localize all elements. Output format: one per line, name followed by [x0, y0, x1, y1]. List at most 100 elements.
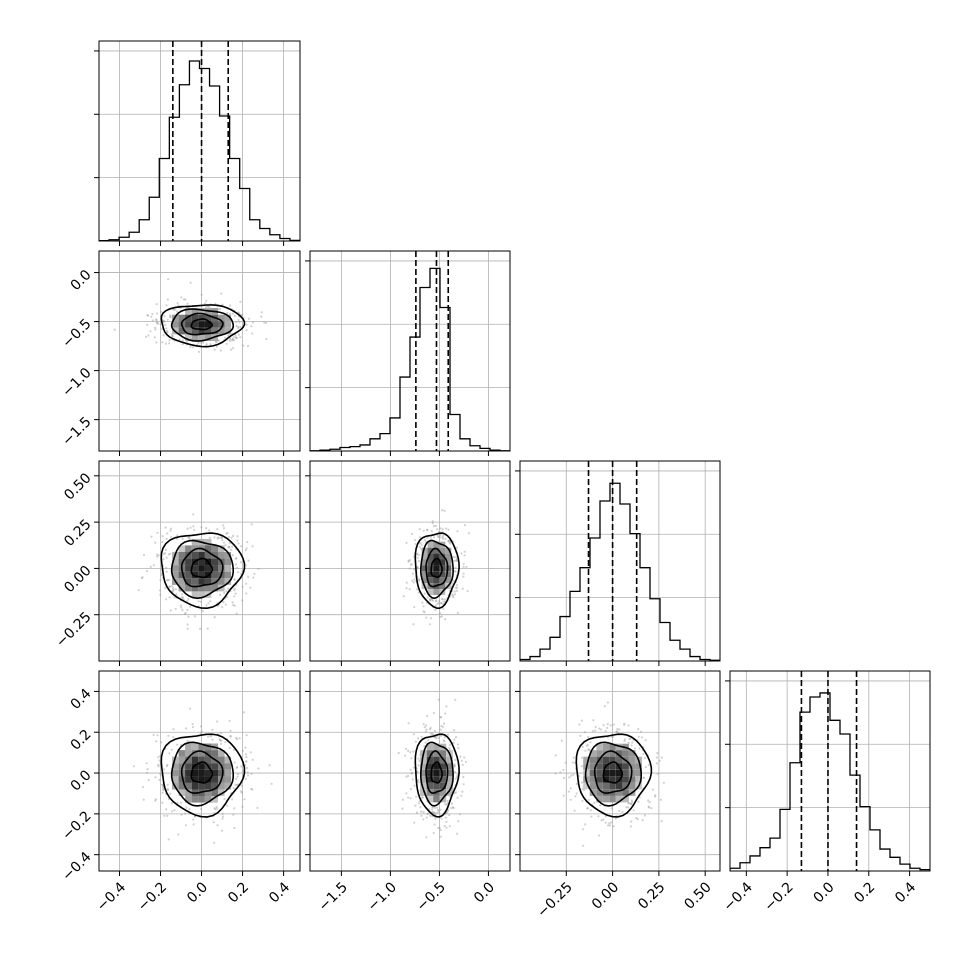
scatter-point [167, 278, 170, 281]
density-cell [433, 577, 440, 584]
scatter-point [439, 728, 442, 731]
scatter-point [235, 738, 239, 741]
scatter-point [161, 783, 164, 786]
x-tick-label: −0.4 [94, 879, 129, 914]
contour-2 [419, 741, 454, 807]
scatter-point [221, 539, 224, 542]
density-cell [615, 750, 623, 757]
scatter-point [410, 563, 413, 566]
scatter-point [157, 756, 160, 759]
density-cell [622, 776, 629, 783]
contour-1 [425, 547, 449, 588]
scatter-point [205, 299, 208, 302]
scatter-point [569, 798, 572, 801]
scatter-point [161, 341, 164, 344]
scatter-point [455, 559, 458, 562]
scatter-point [228, 546, 231, 549]
scatter-point [161, 791, 164, 794]
density-cell [178, 782, 186, 790]
density-cell [446, 776, 453, 783]
scatter-point [461, 790, 464, 793]
density-cell [433, 571, 440, 578]
scatter-point [150, 315, 153, 318]
x-tick-label: −0.2 [135, 879, 170, 914]
scatter-point [230, 536, 233, 539]
density-cell [191, 763, 199, 770]
scatter-point [441, 528, 444, 531]
scatter-point [234, 557, 237, 560]
scatter-point [436, 811, 439, 814]
density-cell [198, 308, 205, 315]
contour-3 [160, 733, 246, 818]
scatter-point [449, 542, 452, 545]
contour-0 [430, 557, 443, 579]
scatter-point [229, 339, 232, 343]
scatter-point [185, 727, 188, 730]
scatter-point [447, 539, 450, 543]
x-tick-label: 0.00 [589, 879, 622, 912]
density-cell [420, 776, 427, 783]
scatter-point [166, 298, 169, 301]
scatter-point [433, 811, 436, 814]
density-cell [439, 782, 447, 790]
scatter-point [431, 808, 434, 811]
scatter-point [191, 726, 195, 729]
histogram-panel-3 [730, 671, 930, 871]
scatter-point [434, 604, 437, 607]
scatter-point [440, 734, 443, 738]
contour-0 [190, 557, 214, 579]
x-tick-label: 0.25 [635, 879, 668, 912]
scatter-point [417, 591, 420, 594]
scatter-point [574, 795, 577, 798]
scatter-point [164, 548, 168, 552]
scatter-point [188, 807, 191, 811]
scatter-point [416, 556, 419, 559]
scatter-point [439, 828, 442, 832]
panel-frame-1-0 [98, 250, 301, 452]
density-cell [426, 776, 434, 783]
density-cell [421, 571, 428, 578]
scatter-point [218, 739, 222, 742]
scatter-point [170, 536, 173, 539]
scatter-point [405, 581, 408, 584]
scatter-point [427, 812, 430, 815]
scatter-point [623, 740, 626, 743]
scatter-point [221, 817, 224, 820]
density-cell [622, 769, 629, 777]
scatter-point [168, 578, 171, 582]
scatter-point [584, 823, 587, 826]
scatter-point [237, 773, 240, 776]
scatter-point [446, 733, 450, 736]
density-cell [224, 558, 232, 566]
scatter-point [453, 738, 456, 741]
density-cell [224, 321, 232, 328]
density-cell [622, 750, 629, 757]
scatter-point [157, 554, 160, 557]
scatter-point [169, 527, 173, 530]
scatter-point [405, 541, 408, 545]
contour-3 [160, 304, 246, 348]
scatter-point [572, 773, 575, 776]
scatter-point [442, 600, 445, 603]
density-cell [185, 321, 192, 328]
contour-0 [190, 318, 214, 331]
density-cell [178, 552, 186, 559]
scatter-point [200, 341, 203, 345]
scatter-point [236, 783, 239, 786]
scatter-point [242, 344, 245, 347]
scatter-point [212, 821, 215, 824]
scatter-point [655, 762, 659, 765]
scatter-point [640, 736, 644, 739]
scatter-point [453, 763, 456, 766]
scatter-point [257, 567, 260, 570]
scatter-point [213, 616, 216, 619]
density-cell [589, 782, 597, 790]
density-cell [421, 565, 428, 572]
scatter-point [151, 319, 154, 322]
scatter-point [174, 588, 177, 591]
scatter-point [165, 566, 168, 570]
density-cell [185, 796, 192, 803]
density-cell [191, 314, 199, 322]
scatter-panel-3-1 [310, 671, 510, 871]
scatter-point [642, 752, 645, 755]
